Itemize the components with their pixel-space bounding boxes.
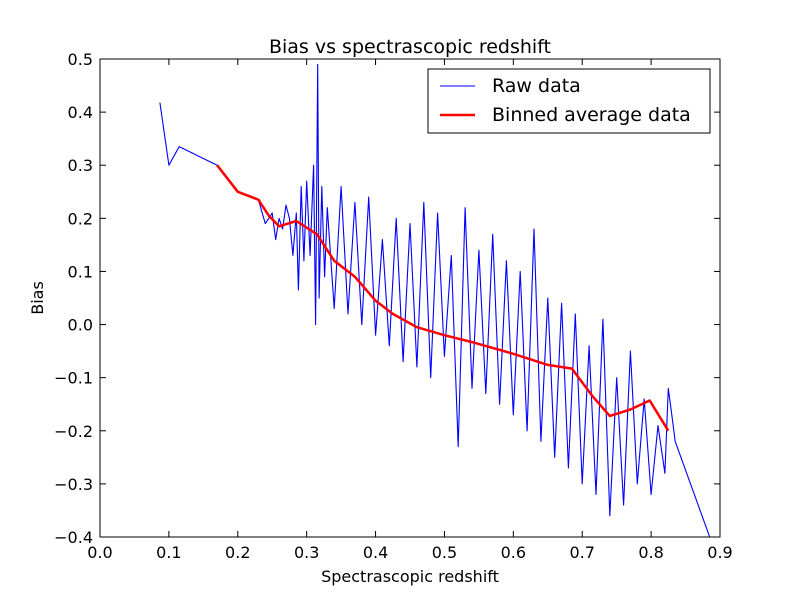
- y-tick-label: −0.2: [54, 422, 93, 441]
- plot-area: [159, 63, 711, 537]
- y-tick-label: 0.5: [68, 50, 93, 69]
- x-tick-label: 0.0: [87, 543, 112, 562]
- x-tick-label: 0.8: [638, 543, 663, 562]
- x-tick-label: 0.9: [707, 543, 732, 562]
- y-tick-label: 0.0: [68, 316, 93, 335]
- raw-data-line: [159, 63, 711, 537]
- legend-raw-label: Raw data: [492, 75, 581, 97]
- y-tick-label: 0.3: [68, 156, 93, 175]
- plot-frame: [99, 58, 721, 538]
- y-tick-label: 0.1: [68, 262, 93, 281]
- x-tick-label: 0.7: [569, 543, 594, 562]
- y-axis-label: Bias: [28, 281, 47, 315]
- legend: Raw data Binned average data: [427, 68, 711, 134]
- x-tick-label: 0.5: [432, 543, 457, 562]
- y-tick-label: −0.1: [54, 369, 93, 388]
- x-tick-label: 0.4: [363, 543, 388, 562]
- y-tick-label: −0.4: [54, 528, 93, 547]
- binned-average-line: [216, 164, 670, 432]
- legend-binned-label: Binned average data: [492, 104, 691, 126]
- x-axis-label: Spectrascopic redshift: [321, 567, 499, 586]
- y-tick-label: −0.3: [54, 475, 93, 494]
- axis-ticks: 0.0 0.1 0.2 0.3 0.4 0.5 0.6 0.7 0.8 0.9 −0.4 −0.3 −0…: [54, 50, 733, 562]
- y-tick-label: 0.2: [68, 209, 93, 228]
- x-tick-label: 0.6: [501, 543, 526, 562]
- x-tick-label: 0.2: [225, 543, 250, 562]
- legend-box: [427, 68, 711, 134]
- x-tick-label: 0.1: [156, 543, 181, 562]
- x-tick-label: 0.3: [294, 543, 319, 562]
- chart-title: Bias vs spectrascopic redshift: [269, 36, 551, 58]
- y-tick-label: 0.4: [68, 103, 93, 122]
